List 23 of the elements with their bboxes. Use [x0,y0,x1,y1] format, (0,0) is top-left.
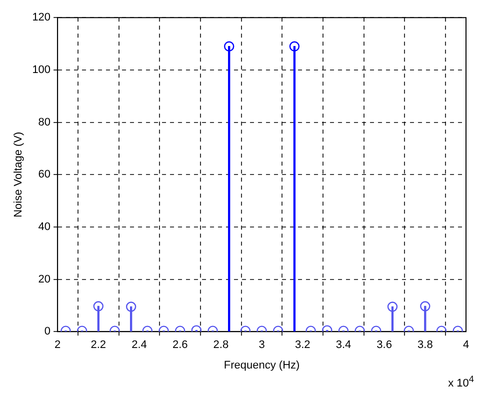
y-tick-label: 0 [44,326,51,338]
point [289,41,300,52]
y-tick-label: 80 [38,116,51,128]
x-axis-title: Frequency (Hz) [224,359,300,372]
y-axis-title: Noise Voltage (V) [12,132,25,218]
text: x 10$^{4}$ [448,374,474,390]
x-tick-label: 2.8 [213,339,229,352]
x-tick-label: 2.4 [132,339,147,352]
y-tick-label: 20 [38,273,51,286]
x-tick-label: 4 [462,339,470,352]
x-tick-label: 3 [258,339,265,352]
point [224,41,234,52]
y-tick-label: 100 [32,64,51,76]
x-tick-label: 3.2 [294,339,310,352]
y-tick-label: 40 [38,220,51,233]
x-tick-label: 3.4 [336,339,352,352]
y-tick-label: 120 [32,12,51,24]
x-tick-label: 2 [54,339,61,352]
y-tick-label: 60 [38,168,51,181]
x-tick-label: 3.6 [376,339,392,352]
x-tick-label: 3.8 [418,339,433,352]
x-tick-label: 2.6 [172,339,188,352]
x-tick-label: 2.2 [90,339,106,352]
